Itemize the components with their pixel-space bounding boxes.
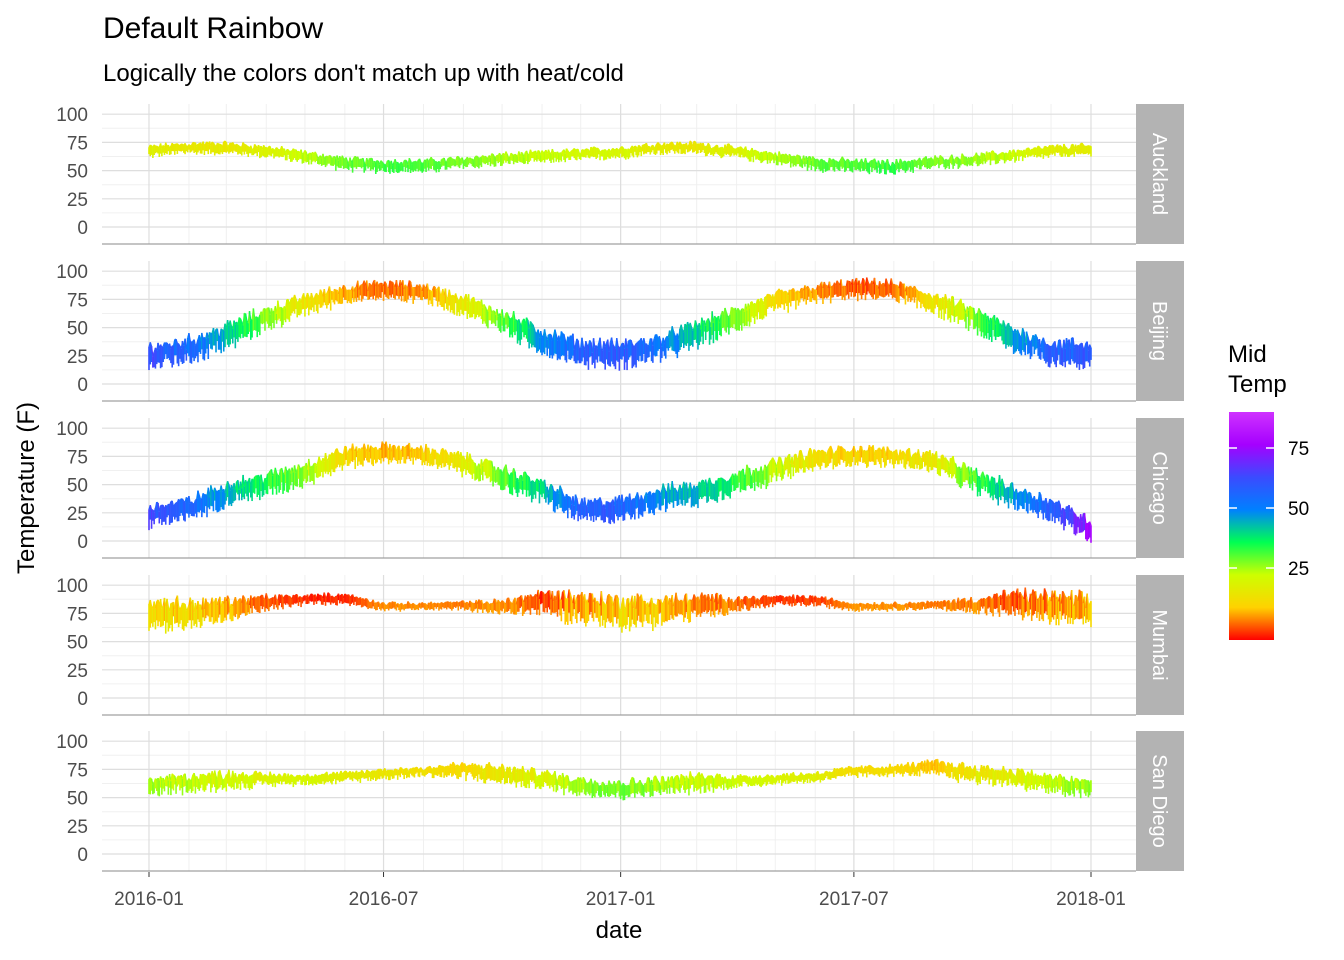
facet-strip-label: San Diego (1148, 754, 1170, 847)
panel-background (102, 261, 1136, 401)
facet-strip (1136, 731, 1184, 871)
y-tick-label: 75 (67, 447, 88, 468)
y-tick-label: 100 (56, 262, 88, 283)
facet-strip (1136, 418, 1184, 558)
facet-strip-label: Mumbai (1148, 609, 1170, 680)
facet-strip (1136, 261, 1184, 401)
chart-title: Default Rainbow (103, 12, 324, 45)
facet-panel-auckland: 0 25 50 75 100 Auckland (56, 104, 1184, 245)
facet-strip-label: Chicago (1148, 451, 1170, 524)
y-tick-label: 0 (77, 689, 88, 710)
y-tick-label: 75 (67, 760, 88, 781)
y-tick-label: 75 (67, 604, 88, 625)
y-tick-label: 50 (67, 319, 88, 340)
y-tick-label: 75 (67, 290, 88, 311)
x-tick-label: 2016-01 (114, 889, 184, 910)
y-tick-label: 50 (67, 162, 88, 183)
panel-background (102, 104, 1136, 244)
facet-panel-mumbai: 0 25 50 75 100 Mumbai (56, 575, 1184, 716)
y-tick-label: 25 (67, 347, 88, 368)
legend-title-line: Mid (1228, 341, 1267, 368)
x-axis: 2016-01 2016-07 2017-01 2017-07 2018-01 (114, 872, 1126, 910)
facet-panel-beijing: 0 25 50 75 100 Beijing (56, 261, 1184, 402)
facet-panel-san-diego: 0 25 50 75 100 San Diego (56, 731, 1184, 872)
y-tick-label: 25 (67, 504, 88, 525)
panel-background (102, 418, 1136, 558)
facet-strip (1136, 575, 1184, 715)
legend-tick-label: 75 (1288, 439, 1309, 460)
facet-strip-label: Beijing (1148, 301, 1170, 361)
y-tick-label: 25 (67, 190, 88, 211)
legend-tick-label: 50 (1288, 499, 1309, 520)
y-tick-label: 25 (67, 661, 88, 682)
legend-colorbar (1229, 412, 1274, 640)
y-tick-label: 75 (67, 133, 88, 154)
y-tick-label: 50 (67, 633, 88, 654)
x-tick-label: 2017-01 (586, 889, 656, 910)
facet-panels: 0 25 50 75 100 Auckland 0 25 50 75 100 Beijing 0 25 50… (56, 104, 1184, 872)
series-line-beijing (148, 277, 1092, 371)
series-line-chicago (148, 441, 1092, 543)
legend-title-line: Temp (1228, 371, 1287, 398)
series-line-mumbai (148, 587, 1092, 634)
y-tick-label: 0 (77, 218, 88, 239)
panel-background (102, 731, 1136, 871)
y-tick-label: 0 (77, 532, 88, 553)
y-axis-title: Temperature (F) (13, 402, 40, 574)
x-axis-title: date (596, 917, 643, 944)
facet-strip-label: Auckland (1148, 133, 1170, 215)
y-tick-label: 0 (77, 375, 88, 396)
facet-panel-chicago: 0 25 50 75 100 Chicago (56, 418, 1184, 559)
facet-strip (1136, 104, 1184, 244)
y-tick-label: 50 (67, 476, 88, 497)
y-tick-label: 100 (56, 419, 88, 440)
y-tick-label: 25 (67, 817, 88, 838)
x-tick-label: 2016-07 (349, 889, 419, 910)
y-tick-label: 100 (56, 576, 88, 597)
y-tick-label: 100 (56, 105, 88, 126)
x-tick-label: 2017-07 (819, 889, 889, 910)
series-line-auckland (148, 140, 1092, 175)
x-tick-label: 2018-01 (1056, 889, 1126, 910)
y-tick-label: 100 (56, 732, 88, 753)
color-legend: Mid Temp 25 50 75 (1228, 341, 1309, 640)
panel-background (102, 575, 1136, 715)
chart-subtitle: Logically the colors don't match up with… (103, 60, 624, 87)
legend-tick-label: 25 (1288, 559, 1309, 580)
y-tick-label: 0 (77, 845, 88, 866)
y-tick-label: 50 (67, 789, 88, 810)
series-line-san-diego (148, 758, 1092, 801)
